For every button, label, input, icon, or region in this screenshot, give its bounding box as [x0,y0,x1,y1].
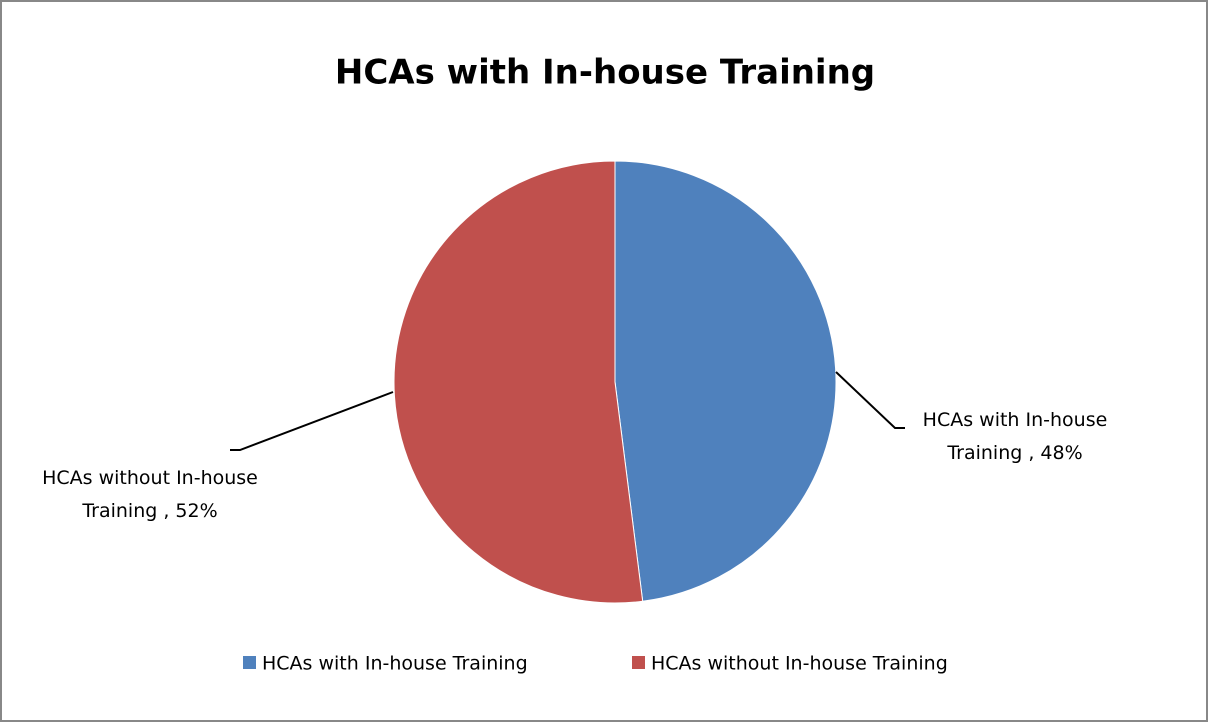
legend-label: HCAs without In-house Training [651,653,948,675]
leader-line [230,391,394,451]
leader-line [835,371,905,429]
legend-swatch [632,656,645,669]
legend-swatch [243,656,256,669]
data-label: HCAs without In-house Training , 52% [42,467,258,522]
pie-slice [614,160,837,602]
pie-slice [393,160,644,604]
chart-title: HCAs with In-house Training [335,53,875,93]
data-label: HCAs with In-house Training , 48% [922,409,1108,464]
legend-label: HCAs with In-house Training [262,653,528,675]
